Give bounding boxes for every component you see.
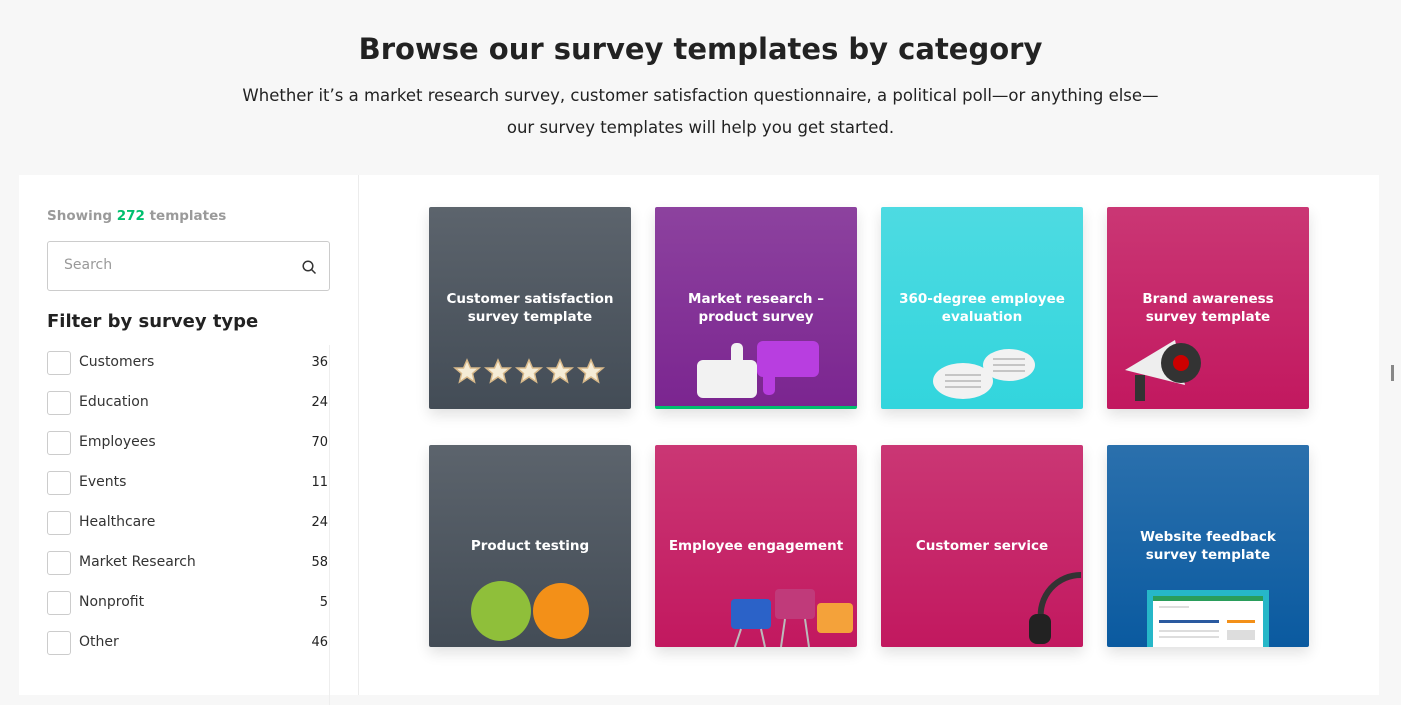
- template-card-title: Product testing: [470, 538, 590, 554]
- template-card-title: Website feedback survey template: [1140, 529, 1276, 563]
- filter-checkbox[interactable]: [47, 591, 71, 615]
- filter-count: 58: [311, 555, 328, 570]
- filter-events[interactable]: Events 11: [47, 471, 330, 495]
- filter-checkbox[interactable]: [47, 511, 71, 535]
- filter-label: Market Research: [79, 554, 196, 570]
- filter-count: 36: [311, 355, 328, 370]
- template-card-title: Employee engagement: [668, 538, 844, 554]
- template-card-title: Brand awareness survey template: [1142, 291, 1274, 325]
- template-card[interactable]: Customer satisfaction survey template: [429, 207, 631, 409]
- search-box[interactable]: [47, 241, 330, 291]
- sidebar: Showing 272 templates Filter by survey t…: [19, 175, 359, 705]
- page-title: Browse our survey templates by category: [358, 32, 1043, 66]
- template-card-title: Customer service: [915, 538, 1049, 554]
- filter-education[interactable]: Education 24: [47, 391, 330, 415]
- filter-healthcare[interactable]: Healthcare 24: [47, 511, 330, 535]
- filter-count: 5: [319, 595, 328, 610]
- page-subtitle: Whether it’s a market research survey, c…: [242, 86, 1159, 105]
- filter-label: Employees: [79, 434, 156, 450]
- filter-count: 24: [311, 515, 328, 530]
- apple-orange-icon: [471, 581, 589, 641]
- filter-label: Events: [79, 474, 127, 490]
- filter-label: Other: [79, 634, 119, 650]
- template-card[interactable]: 360-degree employee evaluation: [881, 207, 1083, 409]
- scrollbar[interactable]: [1391, 365, 1394, 381]
- template-card-title: Customer satisfaction survey template: [446, 291, 614, 325]
- filter-label: Customers: [79, 354, 155, 370]
- filter-checkbox[interactable]: [47, 431, 71, 455]
- filter-count: 11: [311, 475, 328, 490]
- template-card[interactable]: Brand awareness survey template: [1107, 207, 1309, 409]
- template-card-title: 360-degree employee evaluation: [899, 291, 1065, 325]
- browser-window-icon: [1147, 590, 1269, 647]
- filter-checkbox[interactable]: [47, 631, 71, 655]
- templates-panel: Showing 272 templates Filter by survey t…: [19, 175, 1394, 705]
- filter-count: 70: [311, 435, 328, 450]
- filter-customers[interactable]: Customers 36: [47, 351, 330, 375]
- filter-market-research[interactable]: Market Research 58: [47, 551, 330, 575]
- filter-other[interactable]: Other 46: [47, 631, 330, 655]
- template-card[interactable]: Employee engagement: [655, 445, 857, 647]
- binder-clips-icon: [731, 589, 853, 647]
- filter-label: Education: [79, 394, 149, 410]
- filter-checkbox[interactable]: [47, 351, 71, 375]
- showing-prefix: Showing: [47, 208, 112, 224]
- filter-label: Nonprofit: [79, 594, 145, 610]
- filter-count: 46: [311, 635, 328, 650]
- filter-checkbox[interactable]: [47, 551, 71, 575]
- page-subtitle: our survey templates will help you get s…: [506, 118, 895, 137]
- filter-checkbox[interactable]: [47, 471, 71, 495]
- thumbs-up-down-icon: [697, 341, 819, 398]
- template-card[interactable]: Website feedback survey template: [1107, 445, 1309, 647]
- showing-count: 272: [116, 208, 145, 224]
- template-card[interactable]: Product testing: [429, 445, 631, 647]
- filter-checkbox[interactable]: [47, 391, 71, 415]
- headset-icon: [1029, 571, 1082, 644]
- megaphone-icon: [1125, 340, 1201, 401]
- filter-label: Healthcare: [79, 514, 156, 530]
- filter-employees[interactable]: Employees 70: [47, 431, 330, 455]
- stars-icon: [453, 358, 606, 384]
- search-icon[interactable]: [302, 260, 317, 275]
- template-card[interactable]: Customer service: [881, 445, 1083, 647]
- search-input[interactable]: [64, 257, 284, 273]
- filter-heading: Filter by survey type: [47, 311, 259, 332]
- filter-count: 24: [311, 395, 328, 410]
- showing-suffix: templates: [149, 208, 227, 224]
- speech-bubbles-icon: [933, 349, 1035, 399]
- template-card-title: Market research – product survey: [688, 291, 824, 325]
- template-card[interactable]: Market research – product survey: [655, 207, 857, 409]
- results-count: Showing 272 templates: [47, 208, 226, 224]
- filter-nonprofit[interactable]: Nonprofit 5: [47, 591, 330, 615]
- filter-list: Customers 36 Education 24 Employees 70 Events 1…: [47, 345, 330, 705]
